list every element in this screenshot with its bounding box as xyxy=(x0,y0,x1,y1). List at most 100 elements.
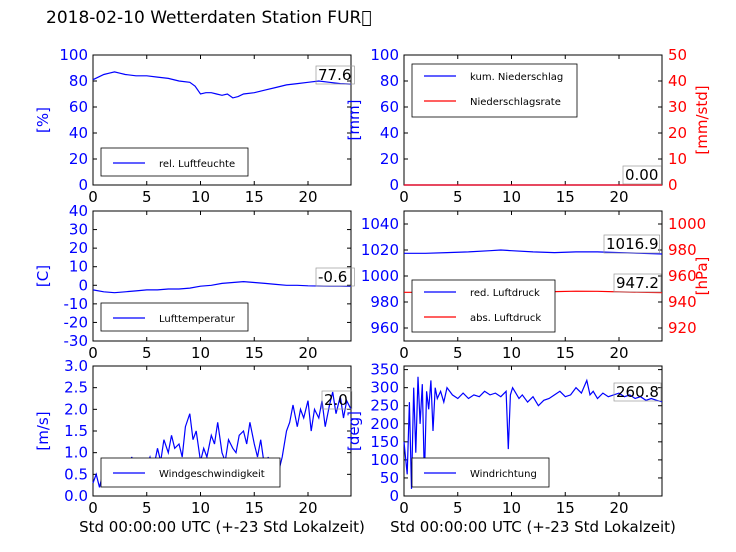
winddirection-ylabel: [deg] xyxy=(345,411,363,451)
temperature-ytick-label: 20 xyxy=(69,239,88,257)
humidity-ytick-label: 60 xyxy=(69,98,88,116)
winddirection-ytick-label: 100 xyxy=(370,451,399,469)
temperature-xtick-label: 10 xyxy=(191,344,210,362)
windspeed-xtick-label: 20 xyxy=(298,499,317,517)
humidity-xtick-label: 15 xyxy=(245,188,264,206)
precipitation-xtick-label: 20 xyxy=(609,188,628,206)
pressure-value-label-2-box xyxy=(613,273,662,293)
precipitation-ytick-right-label: 30 xyxy=(668,98,687,116)
precipitation-ytick-right-label: 10 xyxy=(668,150,687,168)
winddirection-xtick-label: 10 xyxy=(502,499,521,517)
windspeed-ytick-label: 2.5 xyxy=(64,379,88,397)
temperature-value-label-box xyxy=(315,267,355,287)
windspeed-ytick-label: 0.5 xyxy=(64,465,88,483)
pressure-legend-label: abs. Luftdruck xyxy=(470,313,541,324)
pressure-xtick-label: 5 xyxy=(453,344,463,362)
pressure-legend-label: red. Luftdruck xyxy=(470,288,540,299)
windspeed-ytick-label: 1.5 xyxy=(64,422,88,440)
winddirection-ytick-label: 300 xyxy=(370,379,399,397)
winddirection-xtick-label: 5 xyxy=(453,499,463,517)
windspeed-xtick-label: 0 xyxy=(88,499,98,517)
windspeed-ytick-label: 1.0 xyxy=(64,444,88,462)
temperature-ytick-label: 40 xyxy=(69,202,88,220)
pressure-ytick-label: 980 xyxy=(370,293,399,311)
winddirection-legend-label: Windrichtung xyxy=(470,469,537,480)
windspeed-value-label-box xyxy=(321,390,353,410)
winddirection-value-label-box xyxy=(613,382,662,402)
pressure-ytick-right-label: 1000 xyxy=(668,215,706,233)
humidity-ytick-label: 40 xyxy=(69,124,88,142)
x-axis-label-right: Std 00:00:00 UTC (+-23 Std Lokalzeit) xyxy=(390,518,676,536)
winddirection-xtick-label: 20 xyxy=(609,499,628,517)
humidity-legend-box xyxy=(100,147,249,177)
humidity-series-0-line xyxy=(92,71,352,99)
precipitation-ytick-label: 40 xyxy=(380,124,399,142)
humidity-ytick-label: 80 xyxy=(69,72,88,90)
precipitation-ylabel-right: [mm/std] xyxy=(693,85,711,154)
precipitation-ytick-label: 80 xyxy=(380,72,399,90)
pressure-ytick-label: 960 xyxy=(370,319,399,337)
temperature-ytick-label: -20 xyxy=(64,313,89,331)
winddirection-ytick-label: 250 xyxy=(370,397,399,415)
precipitation-ytick-label: 20 xyxy=(380,150,399,168)
pressure-ylabel-right: [hPa] xyxy=(693,257,711,296)
precipitation-ytick-right-label: 0 xyxy=(668,176,678,194)
pressure-ytick-right-label: 980 xyxy=(668,241,697,259)
pressure-value-label-box xyxy=(603,234,660,254)
temperature-xtick-label: 20 xyxy=(298,344,317,362)
temperature-ylabel: [C] xyxy=(34,265,52,287)
humidity-ylabel: [%] xyxy=(34,107,52,133)
temperature-ytick-label: -30 xyxy=(64,332,89,350)
precipitation-legend-box xyxy=(411,63,578,118)
temperature-ytick-label: -10 xyxy=(64,295,89,313)
humidity-ytick-label: 100 xyxy=(59,46,88,64)
windspeed-xtick-label: 10 xyxy=(191,499,210,517)
humidity-xtick-label: 10 xyxy=(191,188,210,206)
precipitation-xtick-label: 15 xyxy=(556,188,575,206)
temperature-xtick-label: 0 xyxy=(88,344,98,362)
pressure-series-0-line xyxy=(404,249,663,255)
precipitation-ytick-right-label: 40 xyxy=(668,72,687,90)
humidity-ytick-label: 20 xyxy=(69,150,88,168)
windspeed-ytick-label: 0.0 xyxy=(64,487,88,505)
precipitation-legend-label: Niederschlagsrate xyxy=(470,97,561,108)
humidity-plot-frame xyxy=(92,54,352,186)
windspeed-value-label: 2.0 xyxy=(324,391,348,409)
pressure-ytick-label: 1040 xyxy=(361,215,399,233)
precipitation-ytick-label: 0 xyxy=(389,176,399,194)
precipitation-ytick-label: 100 xyxy=(370,46,399,64)
winddirection-ytick-label: 150 xyxy=(370,433,399,451)
pressure-ytick-label: 1000 xyxy=(361,267,399,285)
pressure-value-label: 1016.9 xyxy=(606,235,659,253)
precipitation-ytick-right-label: 50 xyxy=(668,46,687,64)
humidity-xtick-label: 5 xyxy=(142,188,152,206)
temperature-ytick-label: 0 xyxy=(78,276,88,294)
pressure-xtick-label: 10 xyxy=(502,344,521,362)
winddirection-ytick-label: 0 xyxy=(389,487,399,505)
temperature-xtick-label: 5 xyxy=(142,344,152,362)
winddirection-plot-frame xyxy=(403,365,663,497)
pressure-legend-box xyxy=(411,279,556,333)
temperature-xtick-label: 15 xyxy=(245,344,264,362)
page-title: 2018-02-10 Wetterdaten Station FUR  xyxy=(46,8,372,28)
temperature-legend-label: Lufttemperatur xyxy=(159,314,236,325)
precipitation-ytick-label: 60 xyxy=(380,98,399,116)
temperature-value-label: -0.6 xyxy=(318,268,347,286)
humidity-ytick-label: 0 xyxy=(78,176,88,194)
pressure-xtick-label: 15 xyxy=(556,344,575,362)
humidity-xtick-label: 0 xyxy=(88,188,98,206)
precipitation-xtick-label: 5 xyxy=(453,188,463,206)
pressure-xtick-label: 0 xyxy=(399,344,409,362)
humidity-value-label: 77.6 xyxy=(318,66,351,84)
x-axis-label-left: Std 00:00:00 UTC (+-23 Std Lokalzeit) xyxy=(79,518,365,536)
pressure-ytick-right-label: 960 xyxy=(668,267,697,285)
windspeed-legend-label: Windgeschwindigkeit xyxy=(159,469,265,480)
windspeed-ytick-label: 2.0 xyxy=(64,400,88,418)
winddirection-ytick-label: 50 xyxy=(380,469,399,487)
windspeed-ytick-label: 3.0 xyxy=(64,357,88,375)
windspeed-xtick-label: 15 xyxy=(245,499,264,517)
precipitation-xtick-label: 10 xyxy=(502,188,521,206)
precipitation-legend-label: kum. Niederschlag xyxy=(470,72,563,83)
winddirection-ytick-label: 350 xyxy=(370,361,399,379)
temperature-series-0-line xyxy=(92,280,352,294)
